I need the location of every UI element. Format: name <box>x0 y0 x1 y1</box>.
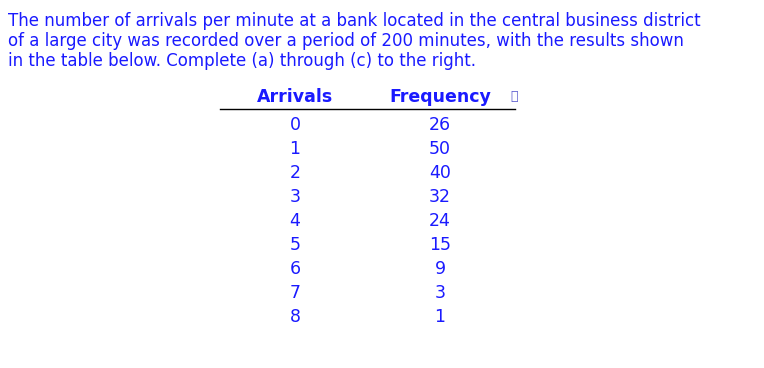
Text: Frequency: Frequency <box>389 88 491 106</box>
Text: in the table below. Complete (a) through (c) to the right.: in the table below. Complete (a) through… <box>8 52 476 70</box>
Text: 6: 6 <box>290 260 300 278</box>
Text: 7: 7 <box>290 284 300 302</box>
Text: 3: 3 <box>290 188 300 206</box>
Text: 3: 3 <box>435 284 445 302</box>
Text: 8: 8 <box>290 308 300 326</box>
Text: 1: 1 <box>290 140 300 158</box>
Text: 9: 9 <box>435 260 445 278</box>
Text: 24: 24 <box>429 212 451 230</box>
Text: Arrivals: Arrivals <box>257 88 333 106</box>
Text: 32: 32 <box>429 188 451 206</box>
Text: 1: 1 <box>435 308 445 326</box>
Text: 40: 40 <box>429 164 451 182</box>
Text: 4: 4 <box>290 212 300 230</box>
Text: 5: 5 <box>290 236 300 254</box>
Text: 0: 0 <box>290 116 300 134</box>
Text: 15: 15 <box>429 236 451 254</box>
Text: 26: 26 <box>429 116 451 134</box>
Text: ⎗: ⎗ <box>510 90 517 103</box>
Text: 50: 50 <box>429 140 451 158</box>
Text: of a large city was recorded over a period of 200 minutes, with the results show: of a large city was recorded over a peri… <box>8 32 684 50</box>
Text: 2: 2 <box>290 164 300 182</box>
Text: The number of arrivals per minute at a bank located in the central business dist: The number of arrivals per minute at a b… <box>8 12 701 30</box>
